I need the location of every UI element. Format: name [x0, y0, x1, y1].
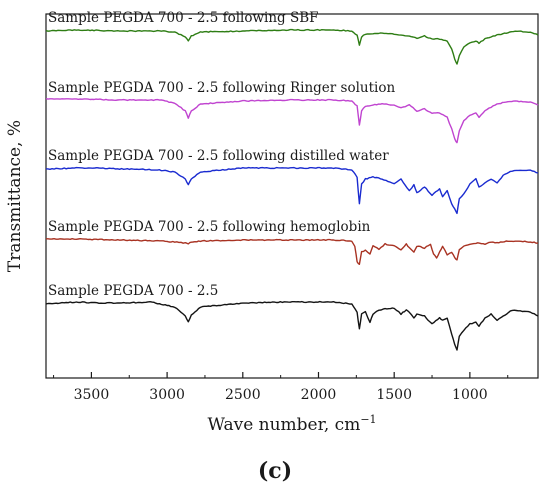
panel-label: (c): [258, 458, 292, 484]
series-label-2: Sample PEGDA 700 - 2.5 following Ringer …: [48, 80, 395, 96]
series-layer: [45, 28, 539, 351]
x-tick-label-3000: 3000: [149, 387, 185, 403]
x-tick-label-3500: 3500: [74, 387, 110, 403]
x-axis-title-superscript: −1: [360, 413, 376, 426]
series-line-3: [45, 166, 539, 215]
x-tick-label-1000: 1000: [452, 387, 488, 403]
series-line-1: [45, 28, 539, 65]
x-tick-label-2500: 2500: [225, 387, 261, 403]
x-axis-title: Wave number, cm−1: [207, 413, 376, 435]
x-tick-label-1500: 1500: [376, 387, 412, 403]
plot-frame: [45, 13, 539, 379]
series-label-3: Sample PEGDA 700 - 2.5 following distill…: [48, 148, 389, 164]
series-label-1: Sample PEGDA 700 - 2.5 following SBF: [48, 10, 319, 26]
series-label-5: Sample PEGDA 700 - 2.5: [48, 283, 218, 299]
x-tick-label-2000: 2000: [301, 387, 337, 403]
series-line-2: [45, 98, 539, 144]
x-tick-layer: 3500 3000 2500 2000 1500 1000: [53, 372, 509, 403]
x-axis-title-text: Wave number, cm: [207, 415, 360, 435]
series-line-4: [46, 238, 539, 265]
series-label-layer: Sample PEGDA 700 - 2.5 following SBF Samp…: [48, 10, 395, 299]
y-axis-title: Transmittance, %: [5, 120, 25, 272]
series-line-5: [45, 300, 539, 351]
series-label-4: Sample PEGDA 700 - 2.5 following hemoglo…: [48, 219, 371, 235]
